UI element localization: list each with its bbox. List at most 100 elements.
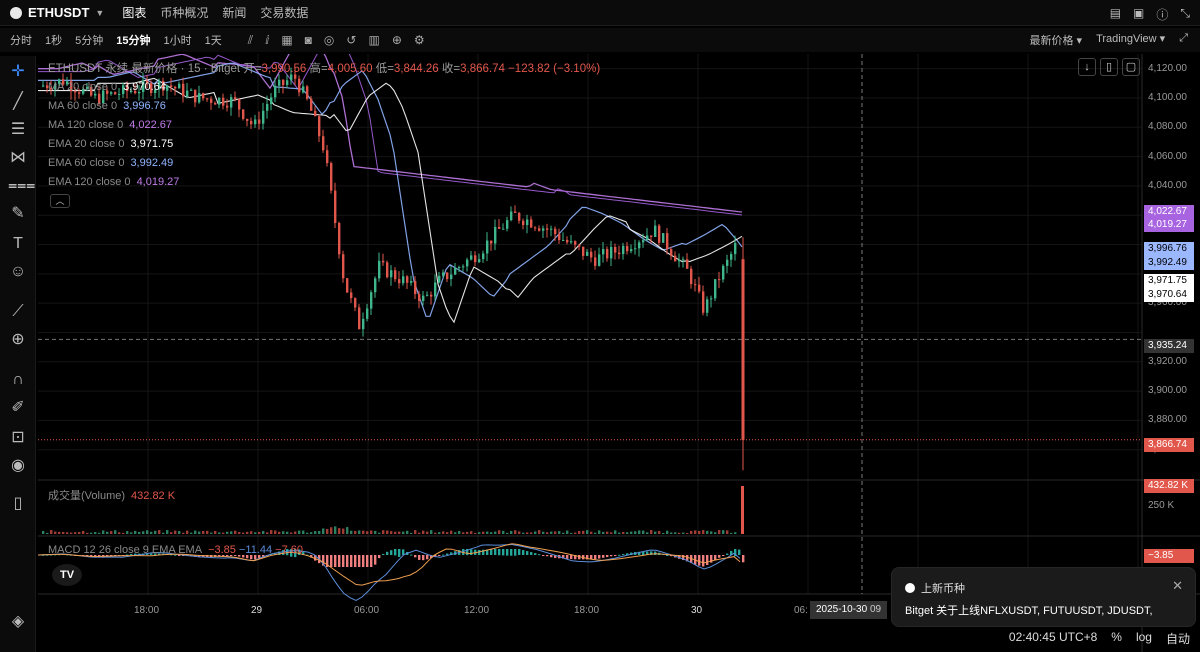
candle-body <box>638 242 641 249</box>
macd-histogram-bar <box>726 553 729 555</box>
camera-icon[interactable]: ◙ <box>304 32 312 47</box>
interval-5m[interactable]: 5分钟 <box>75 35 104 47</box>
trash-icon[interactable]: ▯ <box>1100 58 1118 76</box>
macd-histogram-bar <box>342 555 345 567</box>
tab-news[interactable]: 新闻 <box>222 6 247 20</box>
legend-low-label: 低= <box>375 63 394 75</box>
volume-bar <box>74 532 77 534</box>
clock[interactable]: 02:40:45 UTC+8 <box>1008 630 1098 644</box>
tab-trade-data[interactable]: 交易数据 <box>260 6 309 20</box>
candle-body <box>354 298 357 308</box>
macd-histogram-bar <box>410 554 413 556</box>
macd-histogram-bar <box>470 549 473 555</box>
collapse-legend-button[interactable]: ︿ <box>50 194 70 208</box>
info-icon[interactable]: ⓘ <box>1156 8 1169 22</box>
candle-body <box>630 249 633 252</box>
candle-body <box>182 83 185 97</box>
pattern-icon[interactable]: ⋈ <box>10 149 26 166</box>
macd-histogram-bar <box>594 555 597 560</box>
volume-bar <box>290 532 293 534</box>
auto-toggle[interactable]: 自动 <box>1165 632 1190 646</box>
log-toggle[interactable]: log <box>1135 630 1152 644</box>
close-icon[interactable]: ✕ <box>1172 578 1183 593</box>
volume-bar <box>398 531 401 534</box>
price-mode-dropdown[interactable]: 最新价格 ▾ <box>1029 35 1083 47</box>
lock-icon[interactable]: ▣ <box>1133 6 1145 20</box>
crosshair-icon[interactable]: ✛ <box>11 63 25 80</box>
alarm-icon[interactable]: ◎ <box>323 32 335 47</box>
interval-15m[interactable]: 15分钟 <box>116 35 151 47</box>
interval-1d[interactable]: 1天 <box>204 35 222 47</box>
interval-1s[interactable]: 1秒 <box>45 35 63 47</box>
indicator-icon[interactable]: ⫽ <box>247 32 254 47</box>
emoji-icon[interactable]: ☺ <box>9 263 27 280</box>
ruler-icon[interactable]: ⟋ <box>12 303 24 320</box>
candle-type-icon[interactable]: ⅈ <box>265 32 270 47</box>
fullscreen-icon[interactable]: ⤢ <box>1179 32 1188 44</box>
volume-bar <box>198 531 201 534</box>
volume-bar <box>270 530 273 534</box>
legend-ma120: MA 120 close 0 4,022.67 <box>48 119 172 131</box>
calendar-icon[interactable]: ▥ <box>368 32 380 47</box>
brush-icon[interactable]: ✎ <box>11 205 25 222</box>
candle-body <box>158 80 161 90</box>
chart-engine-dropdown[interactable]: TradingView ▾ <box>1096 33 1166 45</box>
trash-icon[interactable]: ▯ <box>13 495 23 512</box>
candle-body <box>194 89 197 103</box>
macd-histogram-bar <box>426 555 429 560</box>
candle-body <box>82 88 85 94</box>
lock-icon[interactable]: ⊡ <box>11 429 25 446</box>
collapse-icon[interactable]: ⤡ <box>1180 6 1190 20</box>
volume-tick: 250 K <box>1148 500 1175 511</box>
layout-icon[interactable]: ▦ <box>281 32 293 47</box>
notification-body[interactable]: Bitget 关于上线NFLXUSDT, FUTUUSDT, JDUSDT, <box>905 605 1153 617</box>
candle-body <box>346 278 349 293</box>
candle-body <box>482 253 485 260</box>
legend-ma60: MA 60 close 0 3,996.76 <box>48 100 166 112</box>
interval-tick[interactable]: 分时 <box>10 35 32 47</box>
add-icon[interactable]: ⊕ <box>391 32 402 47</box>
macd-histogram-bar <box>618 554 621 556</box>
document-icon[interactable]: ▤ <box>1109 6 1122 20</box>
interval-1h[interactable]: 1小时 <box>163 35 192 47</box>
symbol-selector[interactable]: ETHUSDT ▼ <box>10 5 104 20</box>
macd-histogram-bar <box>542 555 545 556</box>
volume-bar <box>438 532 441 534</box>
candle-body <box>394 270 397 280</box>
trendline-icon[interactable]: ╱ <box>13 93 23 110</box>
macd-histogram-bar <box>326 555 329 567</box>
text-icon[interactable]: T <box>13 235 23 252</box>
candle-body <box>734 242 737 255</box>
macd-histogram-bar <box>422 555 425 561</box>
indicator-value: 4,022.67 <box>129 119 173 131</box>
candle-body <box>362 318 365 330</box>
macd-histogram-bar <box>722 555 725 556</box>
volume-bar <box>362 530 365 534</box>
replay-icon[interactable]: ↺ <box>346 32 357 47</box>
macd-histogram-bar <box>198 555 201 558</box>
macd-histogram-bar <box>350 555 353 567</box>
lock-drawing-icon[interactable]: ✐ <box>11 399 25 416</box>
fib-icon[interactable]: ⩶ <box>8 177 36 194</box>
macd-histogram-bar <box>562 555 565 559</box>
scroll-down-icon[interactable]: ↓ <box>1078 58 1096 76</box>
macd-histogram-bar <box>490 549 493 555</box>
layers-icon[interactable]: ◈ <box>11 613 25 630</box>
candle-body <box>706 299 709 313</box>
tab-chart[interactable]: 图表 <box>122 6 147 20</box>
gear-icon[interactable]: ⚙ <box>413 32 425 47</box>
chart-canvas[interactable] <box>38 54 1200 652</box>
macd-histogram-bar <box>302 552 305 555</box>
candle-body <box>526 219 529 225</box>
magnet-icon[interactable]: ∩ <box>12 371 24 388</box>
percent-toggle[interactable]: % <box>1111 630 1122 644</box>
notification-toast[interactable]: 上新币种 Bitget 关于上线NFLXUSDT, FUTUUSDT, JDUS… <box>891 567 1196 627</box>
eye-icon[interactable]: ◉ <box>11 457 25 474</box>
candle-body <box>150 83 153 94</box>
maximize-icon[interactable]: ▢ <box>1122 58 1140 76</box>
zoom-in-icon[interactable]: ⊕ <box>11 331 25 348</box>
horizontal-lines-icon[interactable]: ☰ <box>10 121 26 138</box>
chart-area[interactable]: ETHUSDT 永续 最新价格 · 15 · Bitget 开=3,990.56… <box>38 54 1200 652</box>
tab-overview[interactable]: 币种概况 <box>160 6 209 20</box>
volume-bar <box>218 532 221 534</box>
